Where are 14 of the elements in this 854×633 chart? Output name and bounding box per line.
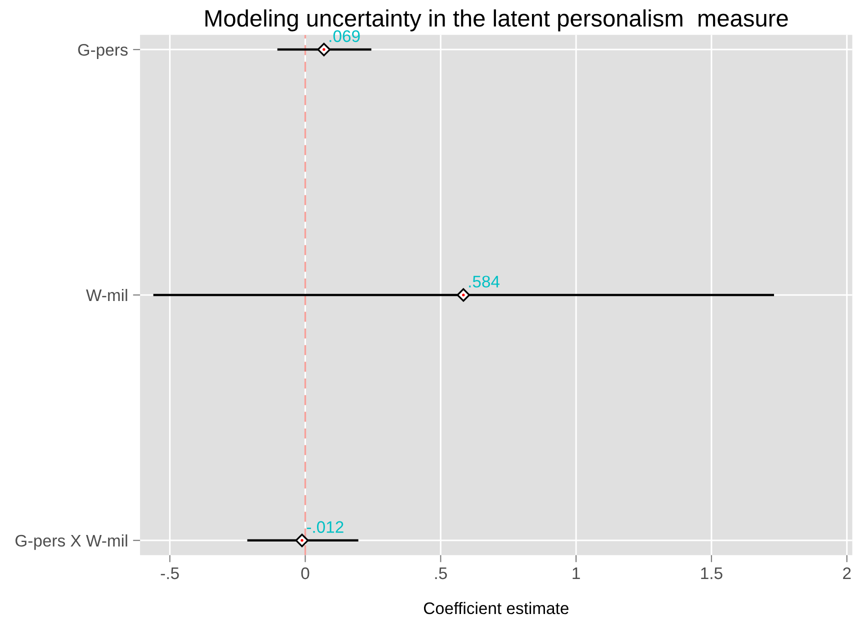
x-tick-label: .5 [435, 568, 447, 580]
x-tick-label: 2 [843, 567, 851, 580]
chart-title: Modeling uncertainty in the latent personalism measure [205, 9, 788, 32]
data-label: -.012 [306, 521, 344, 533]
x-axis-title: Coefficient estimate [424, 602, 568, 614]
y-tick-label: G-pers [78, 44, 128, 60]
x-tick-label: 1.5 [701, 568, 722, 580]
x-tick-label: -.5 [160, 568, 179, 580]
x-tick-label: 1 [572, 568, 580, 580]
data-label: .069 [330, 30, 360, 42]
x-tick-label: 0 [301, 567, 310, 580]
y-tick-label: W-mil [86, 288, 128, 302]
y-tick-label: G-pers X W-mil [16, 534, 128, 550]
data-label: .584 [469, 276, 500, 288]
